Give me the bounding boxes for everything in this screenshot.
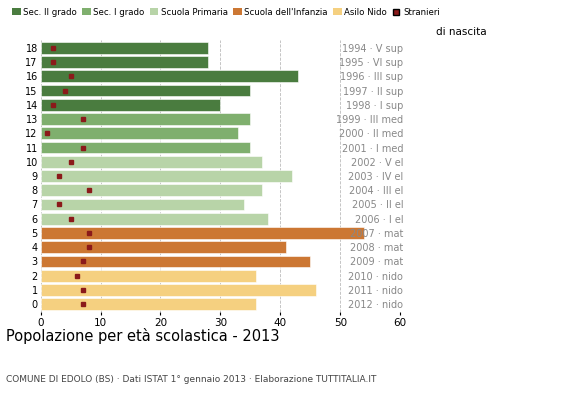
Bar — [41, 128, 238, 139]
Text: Anno di nascita: Anno di nascita — [406, 27, 487, 37]
Bar — [41, 284, 316, 296]
Bar — [41, 70, 298, 82]
Legend: Sec. II grado, Sec. I grado, Scuola Primaria, Scuola dell'Infanzia, Asilo Nido, : Sec. II grado, Sec. I grado, Scuola Prim… — [9, 4, 444, 20]
Bar — [41, 241, 287, 253]
Bar — [41, 256, 310, 267]
Bar — [41, 113, 251, 125]
Bar — [41, 270, 256, 282]
Bar — [41, 142, 251, 153]
Bar — [41, 199, 244, 210]
Bar — [41, 184, 262, 196]
Text: COMUNE DI EDOLO (BS) · Dati ISTAT 1° gennaio 2013 · Elaborazione TUTTITALIA.IT: COMUNE DI EDOLO (BS) · Dati ISTAT 1° gen… — [6, 375, 376, 384]
Bar — [41, 227, 364, 239]
Text: Popolazione per età scolastica - 2013: Popolazione per età scolastica - 2013 — [6, 328, 280, 344]
Bar — [41, 42, 208, 54]
Bar — [41, 56, 208, 68]
Bar — [41, 170, 292, 182]
Text: Età: Età — [41, 27, 57, 37]
Bar — [41, 85, 251, 96]
Bar — [41, 99, 220, 111]
Bar — [41, 156, 262, 168]
Bar — [41, 213, 269, 224]
Bar — [41, 298, 256, 310]
